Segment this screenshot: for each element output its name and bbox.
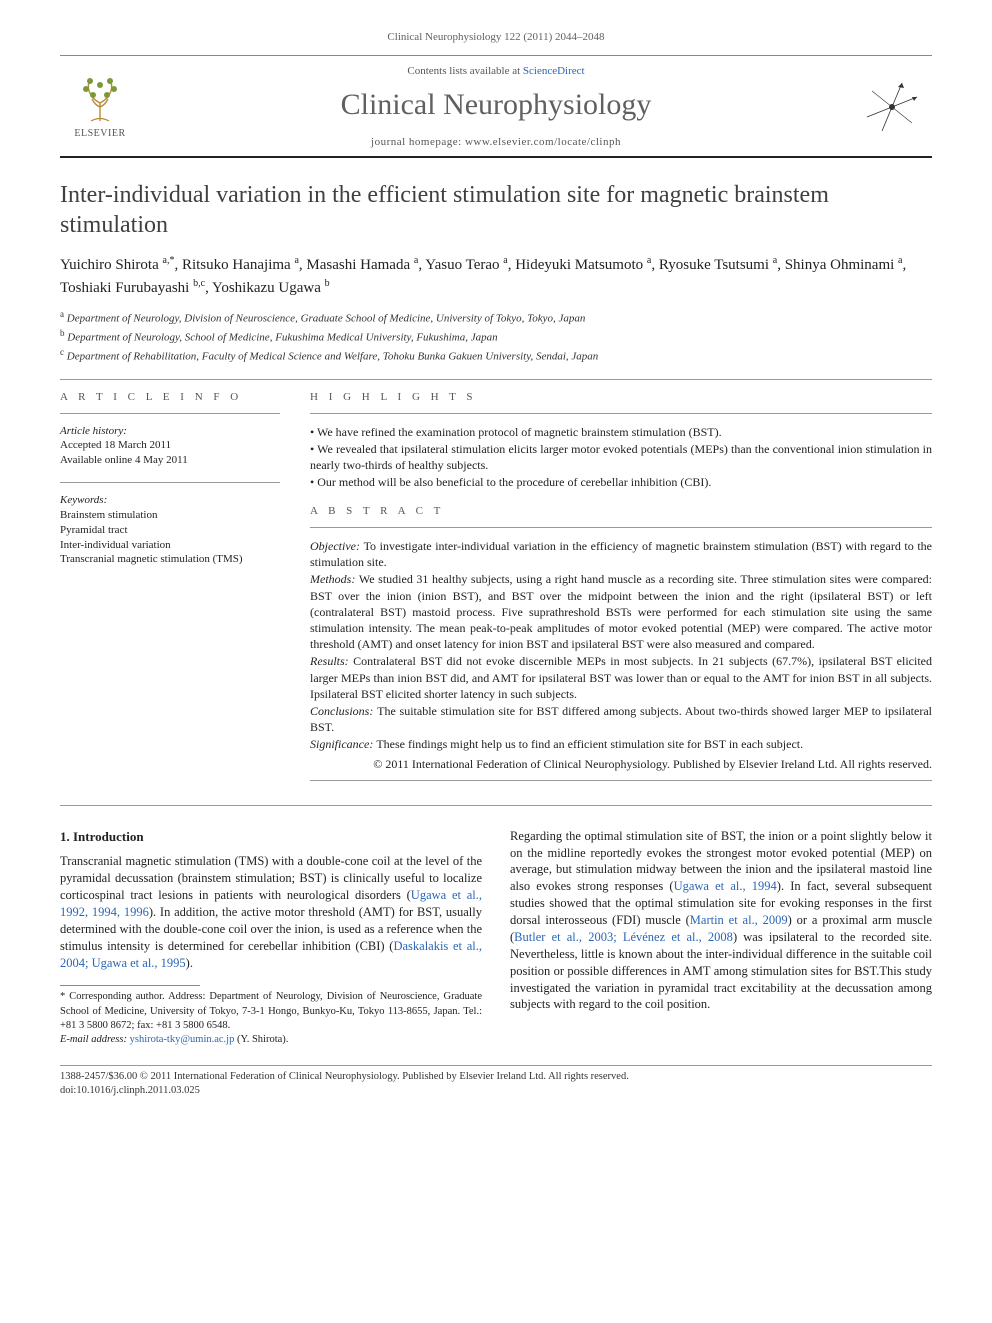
affiliation-line: c Department of Rehabilitation, Faculty … xyxy=(60,346,932,365)
corr-email-line: E-mail address: yshirota-tky@umin.ac.jp … xyxy=(60,1033,482,1047)
highlight-item: • We have refined the examination protoc… xyxy=(310,424,932,440)
abstract-segment-label: Objective: xyxy=(310,539,364,553)
page-footer: 1388-2457/$36.00 © 2011 International Fe… xyxy=(60,1065,932,1098)
sciencedirect-link[interactable]: ScienceDirect xyxy=(523,65,585,77)
author-list: Yuichiro Shirota a,*, Ritsuko Hanajima a… xyxy=(60,254,932,300)
abstract-segment: Results: Contralateral BST did not evoke… xyxy=(310,653,932,702)
abstract-segment: Conclusions: The suitable stimulation si… xyxy=(310,703,932,735)
keyword: Pyramidal tract xyxy=(60,523,280,538)
abstract-segment-text: Contralateral BST did not evoke discerni… xyxy=(310,654,932,700)
highlight-item: • Our method will be also beneficial to … xyxy=(310,474,932,490)
contents-prefix: Contents lists available at xyxy=(407,65,522,77)
abstract-segment-text: The suitable stimulation site for BST di… xyxy=(310,704,932,734)
journal-homepage-line: journal homepage: www.elsevier.com/locat… xyxy=(140,135,852,150)
abstract-heading: A B S T R A C T xyxy=(310,504,932,519)
abstract-segment-label: Methods: xyxy=(310,572,359,586)
divider xyxy=(60,805,932,806)
abstract-segment-text: To investigate inter-individual variatio… xyxy=(310,539,932,569)
journal-masthead: ELSEVIER Contents lists available at Sci… xyxy=(60,55,932,158)
compass-icon xyxy=(862,79,922,135)
header-citation: Clinical Neurophysiology 122 (2011) 2044… xyxy=(60,30,932,45)
history-label: Article history: xyxy=(60,424,280,439)
divider xyxy=(60,379,932,380)
keywords-block: Keywords: Brainstem stimulationPyramidal… xyxy=(60,493,280,567)
text: ). xyxy=(186,956,193,970)
divider xyxy=(310,780,932,781)
masthead-center: Contents lists available at ScienceDirec… xyxy=(140,64,852,150)
article-info-column: A R T I C L E I N F O Article history: A… xyxy=(60,390,280,791)
article-info-abstract-row: A R T I C L E I N F O Article history: A… xyxy=(60,390,932,791)
affiliation-line: b Department of Neurology, School of Med… xyxy=(60,327,932,346)
keyword: Inter-individual variation xyxy=(60,538,280,553)
abstract-column: H I G H L I G H T S • We have refined th… xyxy=(310,390,932,791)
online-date: Available online 4 May 2011 xyxy=(60,453,280,468)
highlight-item: • We revealed that ipsilateral stimulati… xyxy=(310,441,932,473)
article-info-heading: A R T I C L E I N F O xyxy=(60,390,280,405)
divider xyxy=(310,413,932,414)
citation-link[interactable]: Martin et al., 2009 xyxy=(690,913,788,927)
article-history-block: Article history: Accepted 18 March 2011 … xyxy=(60,424,280,469)
footer-doi: doi:10.1016/j.clinph.2011.03.025 xyxy=(60,1084,932,1098)
accepted-date: Accepted 18 March 2011 xyxy=(60,438,280,453)
email-label: E-mail address: xyxy=(60,1034,127,1045)
abstract-segment-label: Conclusions: xyxy=(310,704,377,718)
footer-copyright: 1388-2457/$36.00 © 2011 International Fe… xyxy=(60,1070,932,1084)
intro-paragraph-2: Regarding the optimal stimulation site o… xyxy=(510,828,932,1014)
body-columns: 1. Introduction Transcranial magnetic st… xyxy=(60,828,932,1047)
abstract-copyright: © 2011 International Federation of Clini… xyxy=(310,756,932,772)
affiliations: a Department of Neurology, Division of N… xyxy=(60,308,932,365)
highlights-heading: H I G H L I G H T S xyxy=(310,390,932,405)
contents-available-line: Contents lists available at ScienceDirec… xyxy=(140,64,852,79)
publisher-logo: ELSEVIER xyxy=(60,73,140,141)
journal-cover-thumb xyxy=(852,79,932,135)
abstract-segment-text: We studied 31 healthy subjects, using a … xyxy=(310,572,932,651)
corresponding-author-footnote: * Corresponding author. Address: Departm… xyxy=(60,990,482,1047)
footnote-rule xyxy=(60,985,200,986)
keywords-label: Keywords: xyxy=(60,493,280,508)
abstract-segment-label: Significance: xyxy=(310,737,376,751)
abstract-segment: Methods: We studied 31 healthy subjects,… xyxy=(310,571,932,652)
publisher-name: ELSEVIER xyxy=(74,127,125,141)
affiliation-line: a Department of Neurology, Division of N… xyxy=(60,308,932,327)
section-heading-intro: 1. Introduction xyxy=(60,828,482,846)
abstract-body: Objective: To investigate inter-individu… xyxy=(310,538,932,752)
homepage-prefix: journal homepage: xyxy=(371,136,465,148)
intro-paragraph-1: Transcranial magnetic stimulation (TMS) … xyxy=(60,853,482,971)
abstract-segment-text: These findings might help us to find an … xyxy=(376,737,803,751)
corr-author-text: * Corresponding author. Address: Departm… xyxy=(60,990,482,1033)
email-who: (Y. Shirota). xyxy=(237,1034,288,1045)
divider xyxy=(310,527,932,528)
citation-link[interactable]: Ugawa et al., 1994 xyxy=(674,879,777,893)
journal-title: Clinical Neurophysiology xyxy=(140,85,852,126)
abstract-segment: Significance: These findings might help … xyxy=(310,736,932,752)
divider xyxy=(60,482,280,483)
homepage-url[interactable]: www.elsevier.com/locate/clinph xyxy=(465,136,621,148)
keyword: Brainstem stimulation xyxy=(60,508,280,523)
abstract-segment-label: Results: xyxy=(310,654,353,668)
body-column-left: 1. Introduction Transcranial magnetic st… xyxy=(60,828,482,1047)
citation-link[interactable]: Butler et al., 2003; Lévénez et al., 200… xyxy=(514,930,733,944)
body-column-right: Regarding the optimal stimulation site o… xyxy=(510,828,932,1047)
highlights-list: • We have refined the examination protoc… xyxy=(310,424,932,491)
divider xyxy=(60,413,280,414)
keyword: Transcranial magnetic stimulation (TMS) xyxy=(60,552,280,567)
abstract-segment: Objective: To investigate inter-individu… xyxy=(310,538,932,570)
elsevier-tree-icon xyxy=(77,73,123,125)
article-title: Inter-individual variation in the effici… xyxy=(60,180,932,240)
email-link[interactable]: yshirota-tky@umin.ac.jp xyxy=(130,1034,235,1045)
